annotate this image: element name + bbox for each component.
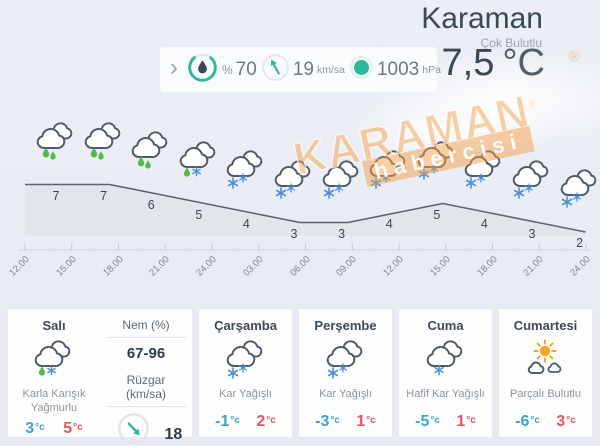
chart-icon-snow <box>319 159 365 201</box>
chart-temp-label: 4 <box>385 217 393 231</box>
current-condition: Çok Bulutlu <box>480 36 542 50</box>
chart-temp-label: 5 <box>433 207 441 222</box>
chart-temp-label: 7 <box>52 188 60 203</box>
temp-max: 3°c <box>556 413 576 431</box>
chart-icon-snow <box>271 159 317 201</box>
day-name: Perşembe <box>314 318 377 333</box>
day-description: Parçalı Bulutlu <box>510 388 581 400</box>
day-name: Cumartesi <box>513 318 578 333</box>
chart-temp-label: 2 <box>576 236 584 250</box>
chart-temp-label: 3 <box>290 226 298 241</box>
day-card-today[interactable]: Salı Karla Karışık Yağmurlu 3°c 5°c Nem … <box>7 308 193 444</box>
temp-max: 1°c <box>456 413 476 431</box>
snow-light-icon <box>422 339 470 379</box>
wind-label: Rüzgar (km/sa) <box>106 373 186 407</box>
current-stats-bar: › % 70 19 km/sa 1003 hPa <box>160 47 441 92</box>
temp-min: -6°c <box>515 413 540 431</box>
chart-temp-label: 3 <box>528 226 536 241</box>
sleet-icon <box>30 339 78 379</box>
chart-temp-label: 7 <box>100 188 108 203</box>
humidity-label: Nem (%) <box>106 318 186 338</box>
pressure-stat: 1003 hPa <box>349 55 441 85</box>
chart-icon-snow <box>557 168 600 210</box>
temp-max: 1°c <box>356 413 376 431</box>
snow-icon <box>322 339 370 379</box>
humidity-range: 67-96 <box>126 345 166 362</box>
wind-stat: 19 km/sa <box>261 53 345 87</box>
page-title: Karaman <box>421 2 543 35</box>
chart-icon-snow <box>509 159 555 201</box>
day-description: Kar Yağışlı <box>219 388 272 400</box>
chart-icon-snow <box>223 149 269 191</box>
day-name: Salı <box>42 318 66 333</box>
chart-icon-rain <box>81 121 127 163</box>
chart-temp-label: 4 <box>480 217 488 231</box>
day-name: Çarşamba <box>214 318 277 333</box>
day-card-çarşamba[interactable]: Çarşamba Kar Yağışlı -1°c 2°c <box>198 308 293 438</box>
day-card-perşembe[interactable]: Perşembe Kar Yağışlı -3°c 1°c <box>298 308 393 438</box>
daily-forecast-cards: Salı Karla Karışık Yağmurlu 3°c 5°c Nem … <box>7 308 593 444</box>
day-description: Karla Karışık Yağmurlu <box>22 388 86 415</box>
chart-icon-snow <box>366 149 412 191</box>
day-description: Kar Yağışlı <box>319 388 372 400</box>
temp-min: 3°c <box>25 419 45 437</box>
temp-min: -5°c <box>415 413 440 431</box>
chart-icon-rain <box>33 121 79 163</box>
pressure-dot-icon <box>349 55 374 85</box>
wind-direction-icon <box>261 53 290 87</box>
chart-icon-sleet <box>176 140 222 182</box>
wind-value: 19 <box>292 58 314 80</box>
wind-speed-value: 18 <box>164 425 183 443</box>
pressure-value: 1003 <box>376 58 420 80</box>
chart-icon-snow <box>461 149 507 191</box>
chart-temp-label: 5 <box>195 207 203 222</box>
day-name: Cuma <box>427 318 464 333</box>
humidity-stat: % 70 <box>186 51 257 89</box>
current-temperature: 7,5 °C <box>441 42 545 84</box>
day-card-cuma[interactable]: Cuma Hafif Kar Yağışlı -5°c 1°c <box>398 308 493 438</box>
chart-icon-rain <box>128 130 174 172</box>
humidity-value: 70 <box>235 58 257 80</box>
temp-max: 5°c <box>63 419 83 437</box>
day-description: Hafif Kar Yağışlı <box>406 388 485 400</box>
chart-temp-label: 6 <box>147 198 155 212</box>
snow-icon <box>222 339 270 379</box>
partly-cloudy-icon <box>522 339 570 379</box>
today-summary: Salı Karla Karışık Yağmurlu 3°c 5°c <box>8 309 100 437</box>
day-card-cumartesi[interactable]: Cumartesi Parçalı Bulutlu -6°c 3°c <box>498 308 593 438</box>
temp-min: -3°c <box>315 413 340 431</box>
chevron-right-icon[interactable]: › <box>170 53 178 81</box>
chart-icon-snow <box>414 140 460 182</box>
chart-temp-label: 4 <box>242 217 250 231</box>
chart-temp-label: 3 <box>338 226 346 241</box>
humidity-gauge-icon <box>186 51 219 89</box>
wind-southeast-arrow-icon <box>117 413 150 446</box>
temp-min: -1°c <box>215 413 240 431</box>
today-details: Nem (%) 67-96 Rüzgar (km/sa) KuzeyBatıda… <box>100 309 192 444</box>
temp-max: 2°c <box>256 413 276 431</box>
